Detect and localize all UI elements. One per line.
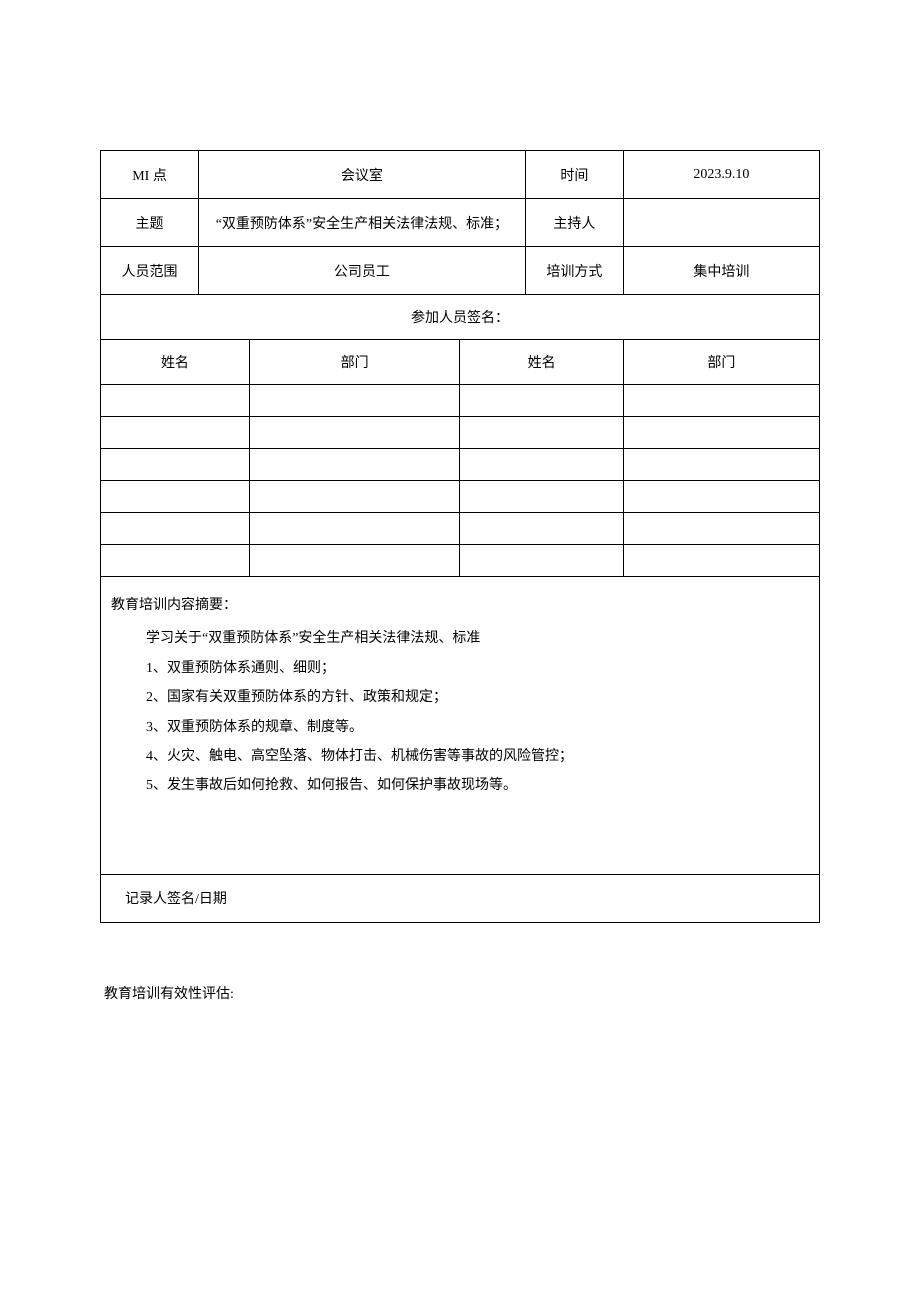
- signin-cell: [623, 481, 819, 513]
- content-item: 4、火灾、触电、高空坠落、物体打击、机械伤害等事故的风险管控；: [111, 742, 809, 771]
- dept-col-1: 部门: [249, 340, 459, 385]
- host-value: [623, 199, 819, 247]
- signin-cell: [460, 513, 624, 545]
- signin-cell: [101, 385, 250, 417]
- topic-label: 主题: [101, 199, 199, 247]
- time-value: 2023.9.10: [623, 151, 819, 199]
- signin-cell: [623, 545, 819, 577]
- method-label: 培训方式: [525, 247, 623, 295]
- recorder-label: 记录人签名/日期: [101, 874, 820, 922]
- time-label: 时间: [525, 151, 623, 199]
- location-label: MI 点: [101, 151, 199, 199]
- signin-header-row: 参加人员签名：: [101, 295, 820, 340]
- content-title: 教育培训内容摘要：: [111, 591, 809, 620]
- content-section: 教育培训内容摘要： 学习关于“双重预防体系”安全生产相关法律法规、标准 1、双重…: [101, 577, 820, 875]
- topic-host-row: 主题 “双重预防体系”安全生产相关法律法规、标准； 主持人: [101, 199, 820, 247]
- signin-row: [101, 417, 820, 449]
- signin-cell: [101, 449, 250, 481]
- signin-cell: [249, 385, 459, 417]
- signin-column-headers: 姓名 部门 姓名 部门: [101, 340, 820, 385]
- signin-cell: [460, 545, 624, 577]
- signin-cell: [101, 513, 250, 545]
- location-value: 会议室: [199, 151, 526, 199]
- signin-cell: [460, 385, 624, 417]
- signin-row: [101, 513, 820, 545]
- scope-value: 公司员工: [199, 247, 526, 295]
- signin-cell: [623, 513, 819, 545]
- recorder-row: 记录人签名/日期: [101, 874, 820, 922]
- signin-cell: [249, 513, 459, 545]
- content-item: 3、双重预防体系的规章、制度等。: [111, 713, 809, 742]
- location-time-row: MI 点 会议室 时间 2023.9.10: [101, 151, 820, 199]
- content-row: 教育培训内容摘要： 学习关于“双重预防体系”安全生产相关法律法规、标准 1、双重…: [101, 577, 820, 875]
- signin-title: 参加人员签名：: [101, 295, 820, 340]
- signin-row: [101, 545, 820, 577]
- content-item: 2、国家有关双重预防体系的方针、政策和规定；: [111, 683, 809, 712]
- signin-cell: [101, 481, 250, 513]
- signin-cell: [101, 545, 250, 577]
- scope-method-row: 人员范围 公司员工 培训方式 集中培训: [101, 247, 820, 295]
- signin-cell: [460, 481, 624, 513]
- dept-col-2: 部门: [623, 340, 819, 385]
- signin-cell: [460, 417, 624, 449]
- name-col-1: 姓名: [101, 340, 250, 385]
- content-intro: 学习关于“双重预防体系”安全生产相关法律法规、标准: [111, 624, 809, 653]
- topic-value: “双重预防体系”安全生产相关法律法规、标准；: [199, 199, 526, 247]
- scope-label: 人员范围: [101, 247, 199, 295]
- signin-cell: [623, 385, 819, 417]
- signin-cell: [101, 417, 250, 449]
- method-value: 集中培训: [623, 247, 819, 295]
- signin-cell: [249, 545, 459, 577]
- content-item: 5、发生事故后如何抢救、如何报告、如何保护事故现场等。: [111, 771, 809, 800]
- host-label: 主持人: [525, 199, 623, 247]
- signin-cell: [460, 449, 624, 481]
- signin-row: [101, 449, 820, 481]
- signin-cell: [249, 449, 459, 481]
- signin-cell: [623, 417, 819, 449]
- name-col-2: 姓名: [460, 340, 624, 385]
- footer-evaluation: 教育培训有效性评估:: [100, 983, 820, 1003]
- signin-cell: [249, 417, 459, 449]
- signin-cell: [249, 481, 459, 513]
- training-form-table: MI 点 会议室 时间 2023.9.10 主题 “双重预防体系”安全生产相关法…: [100, 150, 820, 923]
- content-item: 1、双重预防体系通则、细则；: [111, 654, 809, 683]
- signin-row: [101, 481, 820, 513]
- signin-row: [101, 385, 820, 417]
- signin-cell: [623, 449, 819, 481]
